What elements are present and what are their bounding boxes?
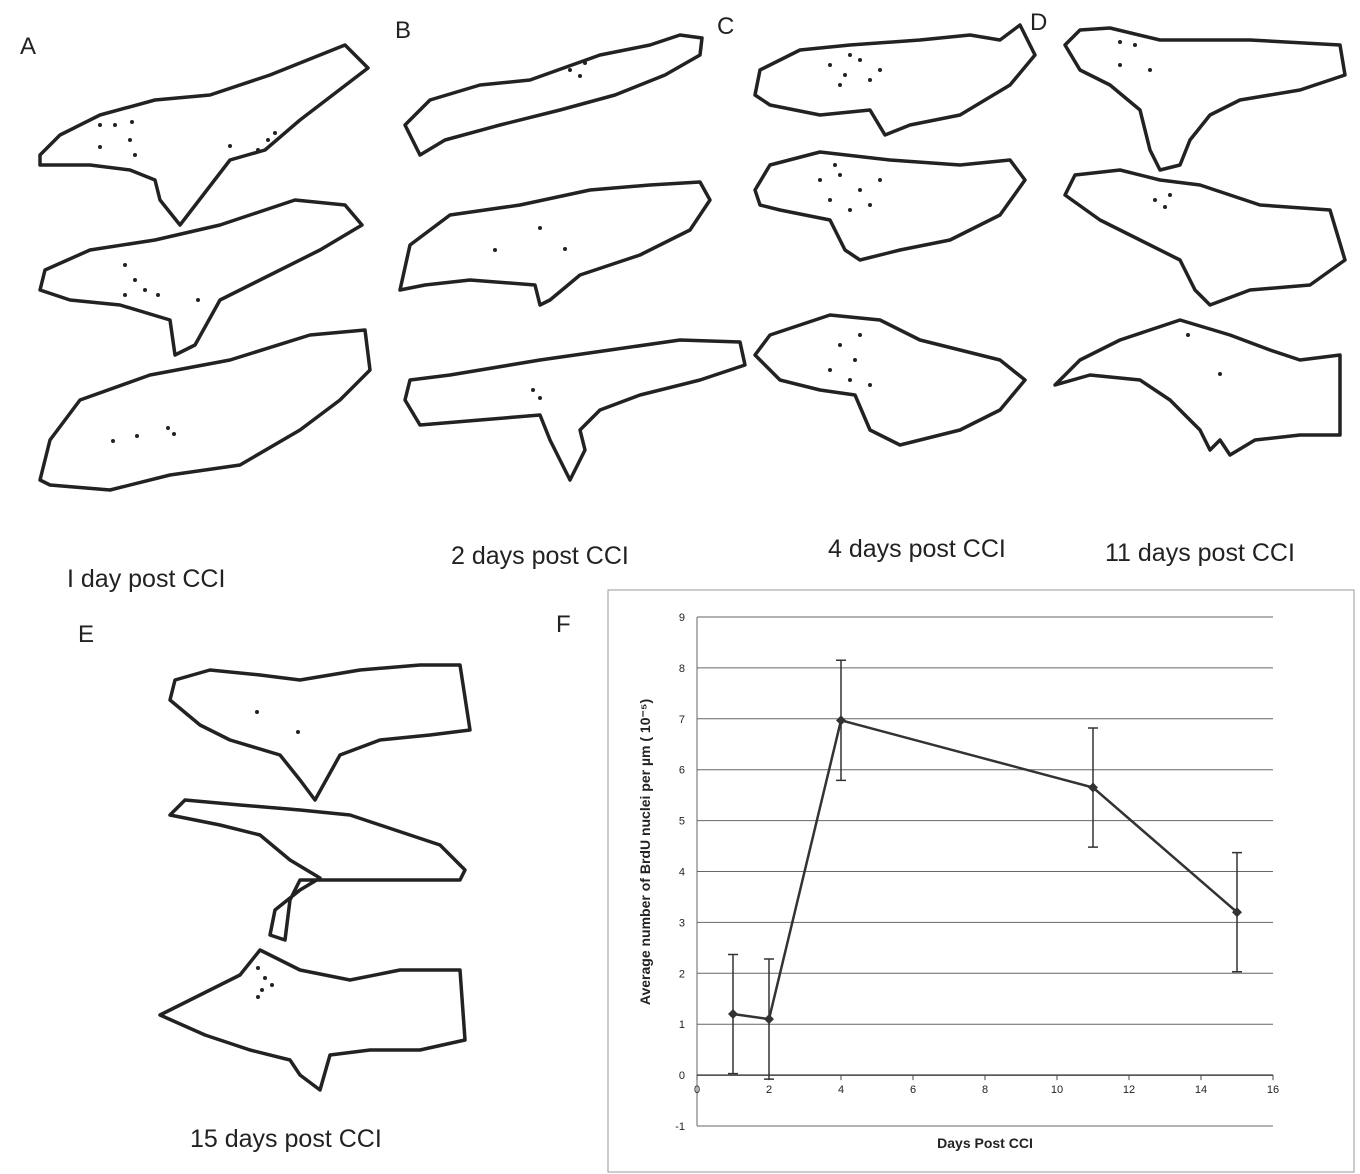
y-tick-label: 3 bbox=[679, 917, 685, 929]
outline bbox=[755, 315, 1025, 445]
outline bbox=[1065, 170, 1345, 305]
x-tick-label: 10 bbox=[1051, 1084, 1063, 1096]
panel-caption: I day post CCI bbox=[67, 565, 225, 593]
figure: A B C D E F I day post CCI 2 days post C… bbox=[0, 0, 1360, 1174]
outline bbox=[160, 950, 465, 1090]
y-tick-label: -1 bbox=[675, 1121, 685, 1133]
panel-caption: 2 days post CCI bbox=[451, 542, 629, 570]
y-tick-label: 8 bbox=[679, 663, 685, 675]
panel-label: F bbox=[556, 611, 571, 638]
y-tick-label: 9 bbox=[679, 612, 685, 624]
panel-label: D bbox=[1030, 9, 1047, 36]
panel-label: E bbox=[78, 621, 94, 648]
x-tick-label: 0 bbox=[694, 1084, 700, 1096]
x-tick-label: 2 bbox=[766, 1084, 772, 1096]
panel-label: B bbox=[395, 17, 411, 44]
x-tick-label: 4 bbox=[838, 1084, 844, 1096]
x-axis-label: Days Post CCI bbox=[937, 1135, 1033, 1151]
panel-label: C bbox=[717, 13, 734, 40]
outline bbox=[405, 340, 745, 480]
x-tick-label: 12 bbox=[1123, 1084, 1135, 1096]
outline bbox=[755, 25, 1035, 135]
outline bbox=[170, 665, 470, 800]
x-tick-label: 8 bbox=[982, 1084, 988, 1096]
y-tick-label: 4 bbox=[679, 867, 685, 879]
y-tick-label: 7 bbox=[679, 714, 685, 726]
x-tick-label: 6 bbox=[910, 1084, 916, 1096]
panel-caption: 11 days post CCI bbox=[1105, 539, 1295, 567]
y-tick-label: 5 bbox=[679, 816, 685, 828]
y-tick-label: 6 bbox=[679, 765, 685, 777]
panel-caption: 4 days post CCI bbox=[828, 535, 1006, 563]
outline bbox=[1065, 28, 1345, 170]
panel-label: A bbox=[20, 33, 36, 60]
y-tick-label: 0 bbox=[679, 1070, 685, 1082]
x-tick-label: 16 bbox=[1267, 1084, 1279, 1096]
outline bbox=[40, 45, 368, 225]
outline bbox=[405, 35, 702, 155]
outline bbox=[170, 800, 465, 940]
panel-caption: 15 days post CCI bbox=[190, 1125, 382, 1153]
outline bbox=[755, 152, 1025, 260]
outline bbox=[400, 182, 710, 305]
y-tick-label: 1 bbox=[679, 1019, 685, 1031]
outline bbox=[40, 330, 370, 490]
outline bbox=[1055, 320, 1340, 455]
x-tick-label: 14 bbox=[1195, 1084, 1207, 1096]
outline bbox=[40, 200, 362, 355]
y-tick-label: 2 bbox=[679, 968, 685, 980]
y-axis-label: Average number of BrdU nuclei per µm ( 1… bbox=[637, 699, 653, 1005]
